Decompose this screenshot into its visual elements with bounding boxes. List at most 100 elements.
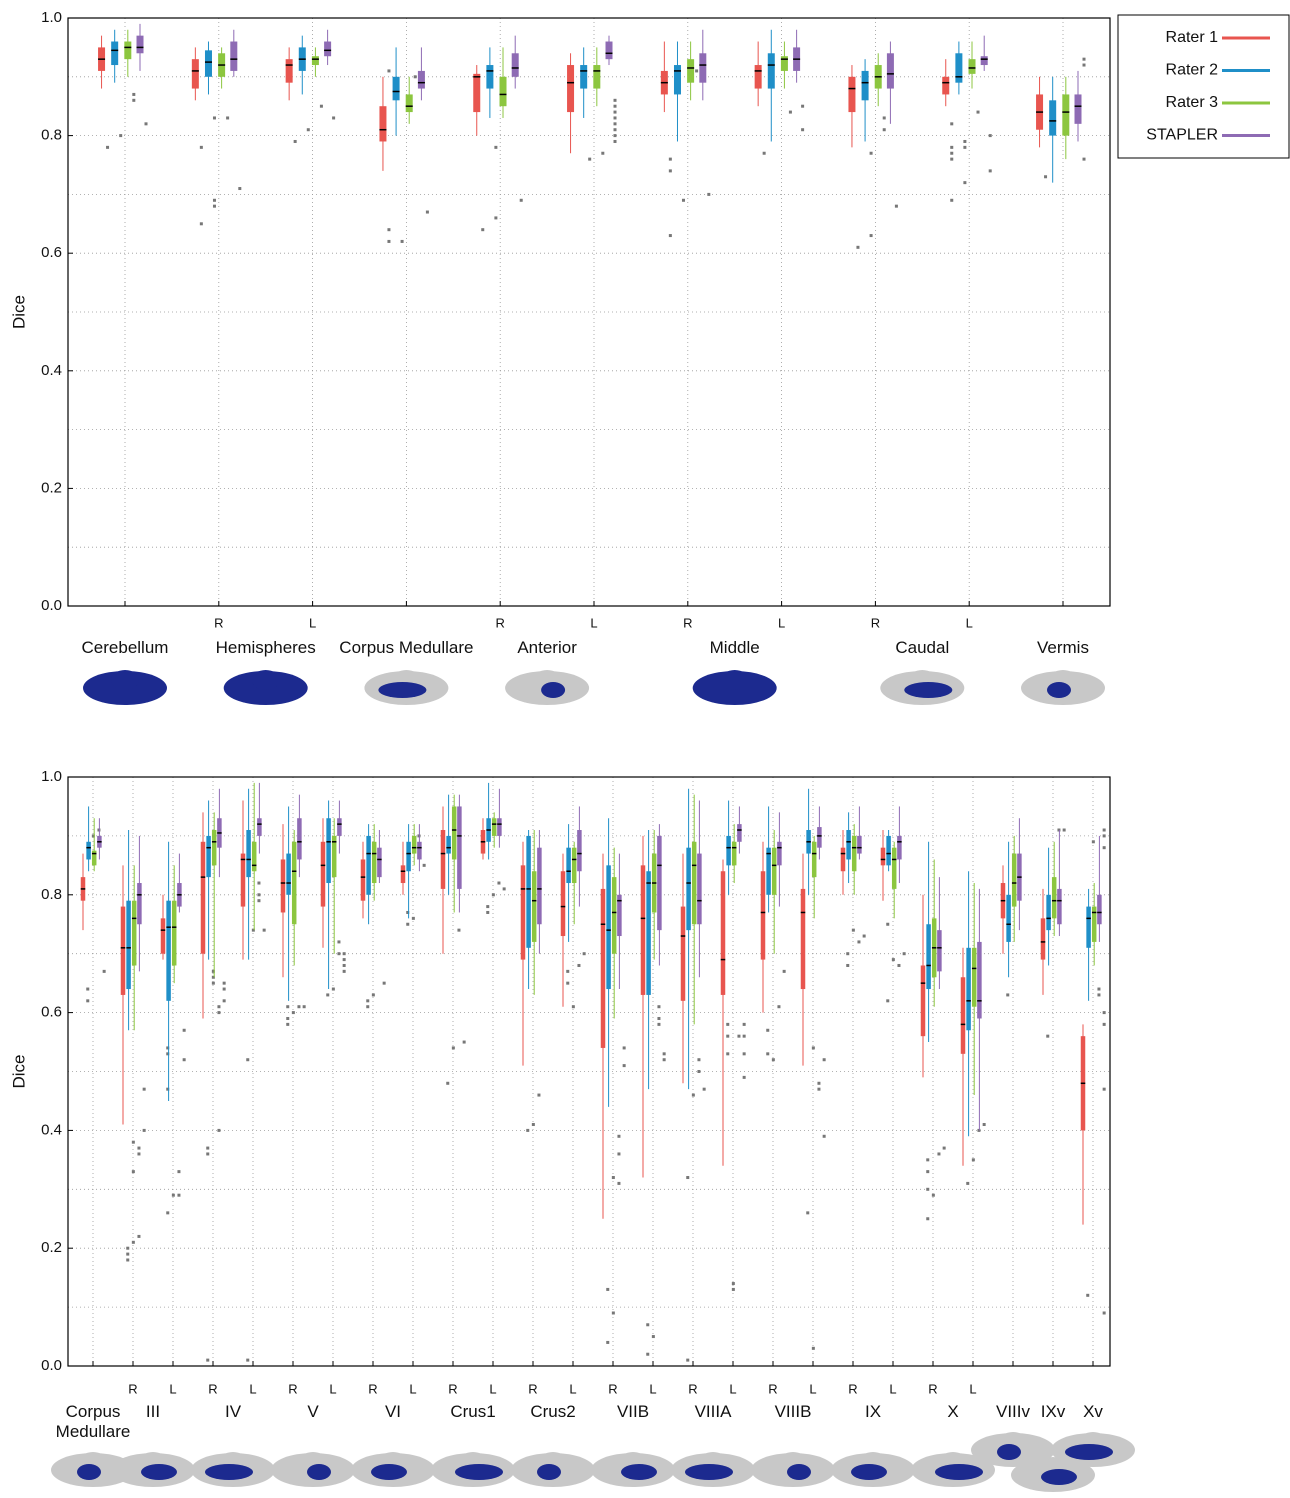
box — [561, 871, 566, 936]
outlier — [789, 111, 792, 114]
outlier — [286, 1023, 289, 1026]
outlier — [426, 211, 429, 214]
box — [292, 842, 297, 924]
side-label: L — [729, 1381, 736, 1396]
box — [324, 42, 331, 57]
box — [526, 836, 531, 948]
outlier — [1006, 993, 1009, 996]
outlier — [669, 169, 672, 172]
y-axis-label: Dice — [9, 295, 28, 329]
box — [1097, 895, 1102, 924]
outlier — [614, 140, 617, 143]
outlier — [697, 1070, 700, 1073]
outlier — [732, 1282, 735, 1285]
box — [286, 59, 293, 83]
outlier — [343, 952, 346, 955]
outlier — [566, 982, 569, 985]
box — [897, 836, 902, 860]
side-label: R — [448, 1381, 457, 1396]
outlier — [486, 911, 489, 914]
box — [1086, 907, 1091, 948]
outlier — [1083, 64, 1086, 67]
brain-highlight — [904, 682, 952, 698]
outlier — [217, 1005, 220, 1008]
outlier — [486, 905, 489, 908]
outlier — [126, 1258, 129, 1261]
outlier — [983, 1123, 986, 1126]
outlier — [963, 146, 966, 149]
outlier — [143, 1129, 146, 1132]
box — [132, 901, 137, 966]
outlier — [86, 999, 89, 1002]
box — [966, 948, 971, 1030]
side-label: R — [128, 1381, 137, 1396]
box — [377, 848, 382, 877]
box — [674, 65, 681, 94]
brain-icon — [252, 670, 280, 690]
box — [137, 883, 142, 924]
side-label: R — [871, 615, 880, 630]
side-label: L — [969, 1381, 976, 1396]
box — [841, 848, 846, 872]
outlier — [863, 935, 866, 938]
outlier — [238, 187, 241, 190]
box — [312, 56, 319, 65]
side-label: L — [590, 615, 597, 630]
box — [801, 889, 806, 989]
box — [321, 842, 326, 907]
box — [566, 848, 571, 883]
outlier — [966, 1182, 969, 1185]
outlier — [137, 1152, 140, 1155]
outlier — [326, 993, 329, 996]
outlier — [1046, 1035, 1049, 1038]
outlier — [926, 1158, 929, 1161]
outlier — [132, 93, 135, 96]
outlier — [669, 158, 672, 161]
outlier — [614, 134, 617, 137]
outlier — [257, 899, 260, 902]
box — [486, 65, 493, 89]
box — [846, 830, 851, 859]
box — [521, 865, 526, 959]
outlier — [895, 205, 898, 208]
outlier — [206, 1152, 209, 1155]
outlier — [692, 1094, 695, 1097]
box — [766, 848, 771, 895]
side-label: R — [368, 1381, 377, 1396]
box — [862, 71, 869, 100]
box — [297, 818, 302, 859]
figure: 0.00.20.40.60.81.0DiceRLRLRLRLCerebellum… — [0, 0, 1290, 1498]
side-label: R — [214, 615, 223, 630]
box — [166, 901, 171, 1001]
outlier — [166, 1211, 169, 1214]
box — [473, 74, 480, 112]
outlier — [588, 158, 591, 161]
outlier — [892, 958, 895, 961]
outlier — [903, 952, 906, 955]
box — [246, 830, 251, 877]
box — [937, 930, 942, 971]
box — [406, 94, 413, 112]
box — [657, 836, 662, 930]
outlier — [572, 1005, 575, 1008]
outlier — [766, 1029, 769, 1032]
brain-highlight — [205, 1464, 253, 1480]
outlier — [870, 152, 873, 155]
outlier — [1103, 1088, 1106, 1091]
outlier — [614, 99, 617, 102]
outlier — [614, 105, 617, 108]
box — [857, 836, 862, 854]
outlier — [737, 1035, 740, 1038]
box — [772, 848, 777, 895]
outlier — [307, 128, 310, 131]
outlier — [606, 1341, 609, 1344]
outlier — [337, 952, 340, 955]
outlier — [612, 1176, 615, 1179]
outlier — [1083, 158, 1086, 161]
outlier — [532, 1123, 535, 1126]
outlier — [497, 882, 500, 885]
box — [852, 836, 857, 871]
outlier — [926, 1170, 929, 1173]
brain-highlight — [1041, 1469, 1077, 1485]
outlier — [686, 1359, 689, 1362]
